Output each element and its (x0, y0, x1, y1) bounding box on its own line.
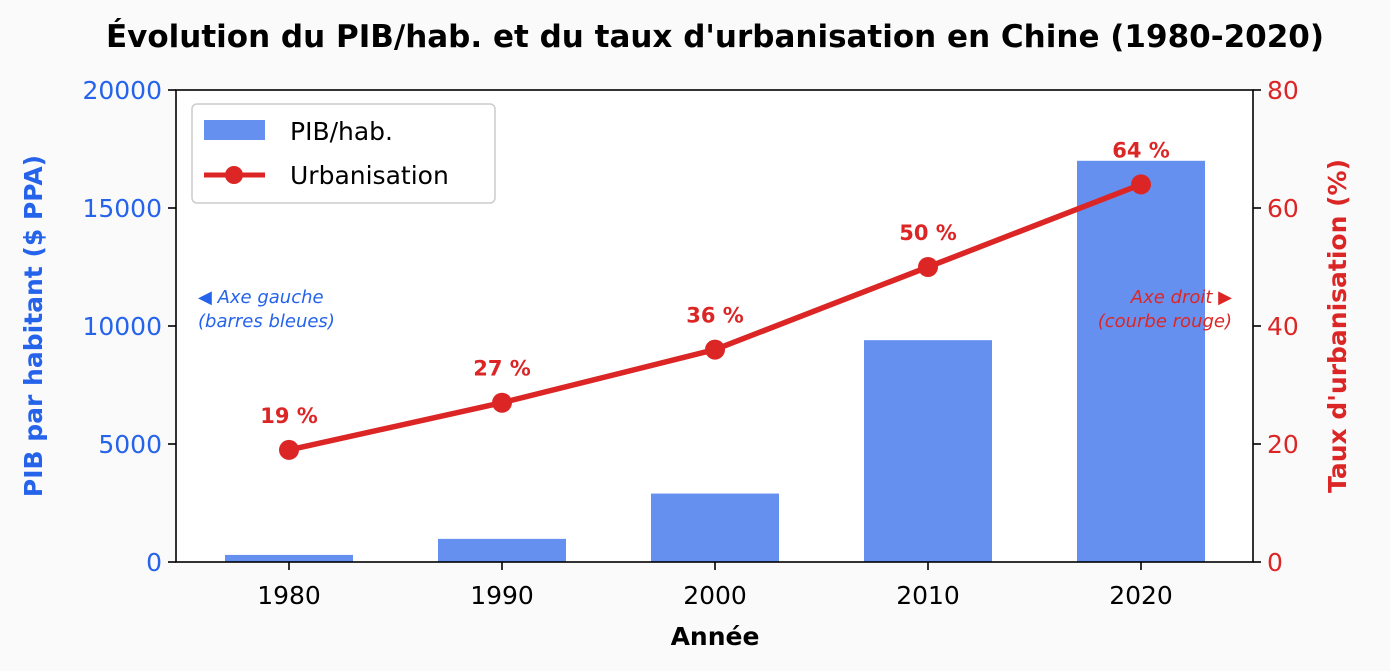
bar-2020 (1077, 160, 1205, 563)
bar-2000 (651, 493, 779, 562)
line-point-2010 (918, 257, 938, 277)
x-tick-label: 2010 (896, 581, 960, 610)
legend-label-bars: PIB/hab. (290, 117, 393, 146)
line-point-1990 (492, 392, 512, 413)
y-axis-right: 0 20 40 60 80 (1253, 76, 1299, 577)
data-label-1990: 27 % (473, 357, 531, 381)
y-left-tick-label: 0 (146, 548, 162, 577)
x-tick-label: 2020 (1109, 581, 1173, 610)
y-right-tick-label: 40 (1267, 312, 1299, 341)
x-axis-label: Année (671, 622, 760, 651)
bar-series (225, 160, 1205, 563)
y-right-tick-label: 60 (1267, 194, 1299, 223)
annotation-right-line1: Axe droit ▶ (1130, 287, 1232, 308)
bar-1980 (225, 554, 353, 562)
line-point-2000 (705, 339, 725, 360)
annotation-right-line2: (courbe rouge) (1098, 311, 1232, 332)
y-left-tick-label: 20000 (82, 76, 162, 105)
y-axis-left: 0 5000 10000 15000 20000 (82, 76, 176, 577)
legend-swatch-bars (204, 120, 265, 140)
y-left-tick-label: 5000 (98, 430, 162, 459)
data-label-2010: 50 % (899, 221, 957, 245)
legend-label-line: Urbanisation (290, 161, 449, 190)
x-tick-label: 2000 (683, 581, 747, 610)
x-tick-label: 1990 (470, 581, 534, 610)
legend-box (191, 103, 496, 204)
y-axis-left-label: PIB par habitant ($ PPA) (19, 155, 48, 497)
y-axis-right-label: Taux d'urbanisation (%) (1323, 159, 1352, 493)
y-left-tick-label: 15000 (82, 194, 162, 223)
legend-swatch-marker (225, 166, 243, 184)
data-label-2020: 64 % (1112, 138, 1170, 162)
y-right-tick-label: 20 (1267, 430, 1299, 459)
y-right-tick-label: 80 (1267, 76, 1299, 105)
x-axis: 1980 1990 2000 2010 2020 (257, 562, 1173, 610)
bar-2010 (864, 340, 992, 562)
y-left-tick-label: 10000 (82, 312, 162, 341)
annotation-left-line2: (barres bleues) (198, 311, 335, 332)
data-labels: 19 % 27 % 36 % 50 % 64 % (260, 138, 1170, 428)
line-point-1980 (279, 439, 299, 460)
annotation-left-line1: ◀ Axe gauche (198, 287, 324, 308)
line-point-2020 (1131, 174, 1151, 195)
chart-title: Évolution du PIB/hab. et du taux d'urban… (106, 19, 1324, 55)
bar-1990 (438, 538, 566, 562)
legend: PIB/hab. Urbanisation (191, 103, 496, 204)
data-label-1980: 19 % (260, 404, 318, 428)
y-right-tick-label: 0 (1267, 548, 1283, 577)
data-label-2000: 36 % (686, 304, 744, 328)
line-series (279, 174, 1151, 460)
x-tick-label: 1980 (257, 581, 321, 610)
